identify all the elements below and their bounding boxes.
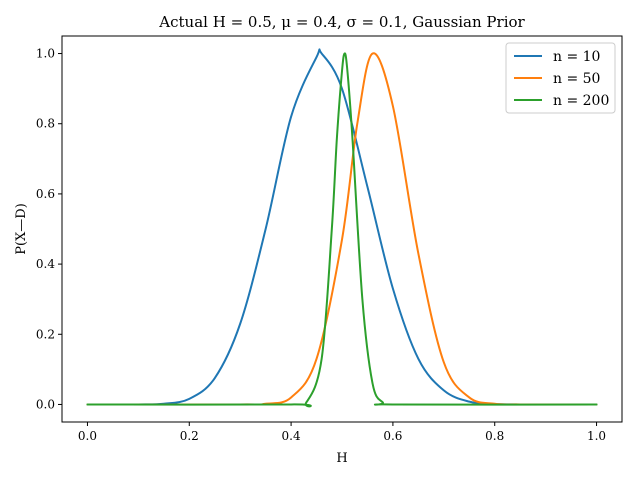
- y-tick-label: 0.8: [36, 117, 55, 131]
- legend-box: [505, 42, 616, 114]
- x-axis-ticks: 0.0 0.2 0.4 0.6 0.8 1.0: [78, 422, 606, 443]
- x-tick-label: 0.0: [78, 429, 97, 443]
- x-tick-label: 0.2: [180, 429, 199, 443]
- chart-title: Actual H = 0.5, μ = 0.4, σ = 0.1, Gaussi…: [158, 13, 525, 31]
- series-group: [86, 48, 598, 408]
- x-axis-label: H: [336, 451, 347, 466]
- y-axis-label: P(X—D): [14, 203, 29, 255]
- x-tick-label: 1.0: [587, 429, 606, 443]
- legend: n = 10 n = 50 n = 200: [505, 42, 616, 114]
- x-tick-label: 0.4: [282, 429, 301, 443]
- series-line-1: [86, 48, 598, 406]
- legend-label-1: n = 10: [553, 49, 600, 65]
- y-tick-label: 1.0: [36, 47, 55, 61]
- y-tick-label: 0.4: [36, 257, 55, 271]
- plot-area: 0.0 0.2 0.4 0.6 0.8 1.0 0.0 0.2 0.4 0.6 0.8 1.0: [36, 35, 623, 443]
- legend-items: n = 10 n = 50 n = 200: [514, 49, 609, 109]
- y-axis-ticks: 0.0 0.2 0.4 0.6 0.8 1.0: [36, 47, 62, 411]
- x-tick-label: 0.6: [383, 429, 402, 443]
- series-line-3: [86, 52, 598, 408]
- y-tick-label: 0.0: [36, 397, 55, 411]
- x-tick-label: 0.8: [485, 429, 504, 443]
- y-tick-label: 0.2: [36, 327, 55, 341]
- legend-label-3: n = 200: [553, 93, 609, 109]
- axes-frame: [61, 35, 623, 423]
- y-tick-label: 0.6: [36, 187, 55, 201]
- legend-label-2: n = 50: [553, 71, 600, 87]
- series-line-2: [86, 52, 598, 406]
